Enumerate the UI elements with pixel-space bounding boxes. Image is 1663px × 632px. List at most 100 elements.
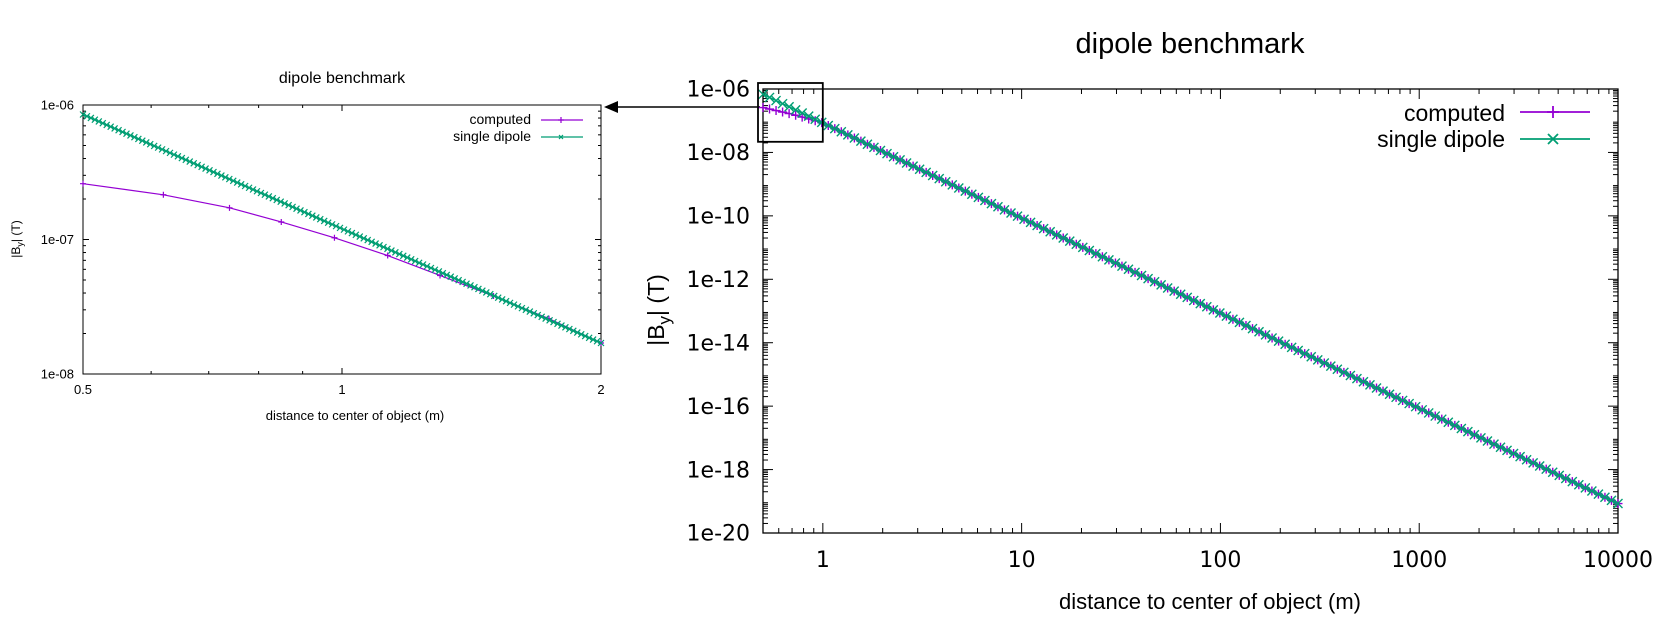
main-marker-single-dipole: [1267, 332, 1278, 343]
main-marker-single-dipole: [1593, 489, 1604, 500]
inset-marker-single-dipole: [344, 227, 352, 235]
main-marker-single-dipole: [1528, 457, 1539, 468]
inset-marker-single-dipole: [482, 288, 490, 296]
main-marker-single-dipole: [1371, 382, 1382, 393]
inset-marker-single-dipole: [332, 222, 340, 230]
inset-marker-single-dipole: [486, 290, 494, 298]
main-marker-single-dipole: [882, 148, 893, 159]
inset-marker-single-dipole: [154, 144, 162, 152]
main-marker-single-dipole: [1358, 376, 1369, 387]
inset-marker-computed: [160, 191, 167, 198]
main-title: dipole benchmark: [1076, 28, 1305, 60]
main-x-tick-label: 10: [1008, 548, 1036, 573]
main-marker-single-dipole: [1306, 351, 1317, 362]
main-y-tick-label: 1e-14: [687, 331, 750, 356]
main-marker-single-dipole: [875, 145, 886, 156]
inset-marker-single-dipole: [514, 302, 522, 310]
main-marker-single-dipole: [1149, 276, 1160, 287]
inset-marker-single-dipole: [419, 261, 427, 268]
main-marker-single-dipole: [1077, 242, 1088, 253]
inset-title: dipole benchmark: [279, 70, 406, 87]
inset-marker-single-dipole: [257, 189, 265, 197]
inset-y-tick-label: 1e-08: [41, 367, 74, 382]
inset-legend-marker-computed: [558, 117, 564, 123]
main-marker-single-dipole: [1338, 367, 1349, 378]
main-marker-single-dipole: [1469, 429, 1480, 440]
main-marker-single-dipole: [1547, 467, 1558, 478]
main-marker-single-dipole: [1038, 223, 1049, 234]
inset-marker-single-dipole: [431, 266, 439, 274]
main-marker-single-dipole: [1169, 286, 1180, 297]
inset-legend-label-single-dipole: single dipole: [453, 128, 531, 144]
inset-marker-single-dipole: [364, 236, 372, 244]
main-marker-computed: [797, 112, 807, 122]
main-y-axis-label: |By| (T): [643, 274, 674, 346]
inset-marker-single-dipole: [391, 248, 399, 256]
inset-marker-single-dipole: [427, 264, 435, 272]
main-marker-single-dipole: [1495, 442, 1506, 453]
main-marker-single-dipole: [1449, 420, 1460, 431]
main-marker-single-dipole: [979, 195, 990, 206]
main-marker-single-dipole: [1182, 292, 1193, 303]
inset-marker-single-dipole: [522, 306, 530, 314]
main-marker-single-dipole: [1188, 295, 1199, 306]
inset-x-axis-label: distance to center of object (m): [266, 408, 444, 423]
inset-marker-single-dipole: [407, 255, 415, 263]
main-marker-single-dipole: [1110, 258, 1121, 268]
main-marker-single-dipole: [1325, 361, 1336, 372]
main-marker-single-dipole: [1254, 326, 1265, 337]
main-marker-single-dipole: [1240, 320, 1251, 331]
main-marker-computed: [765, 104, 775, 114]
inset-marker-single-dipole: [130, 133, 138, 141]
inset-marker-single-dipole: [399, 252, 407, 260]
main-x-tick-label: 10000: [1583, 548, 1653, 573]
inset-marker-single-dipole: [134, 135, 142, 143]
inset-y-axis-label: |By| (T): [9, 220, 25, 257]
inset-marker-single-dipole: [285, 201, 293, 209]
main-marker-single-dipole: [1443, 417, 1454, 428]
inset-marker-single-dipole: [550, 318, 557, 326]
inset-marker-single-dipole: [83, 112, 91, 120]
main-marker-single-dipole: [1417, 404, 1428, 415]
inset-marker-single-dipole: [435, 268, 443, 275]
inset-x-tick-label: 2: [597, 382, 604, 397]
main-marker-single-dipole: [1116, 261, 1127, 272]
main-marker-single-dipole: [1195, 298, 1206, 309]
inset-marker-single-dipole: [190, 159, 198, 167]
inset-marker-single-dipole: [107, 123, 115, 131]
main-marker-single-dipole: [1234, 317, 1245, 328]
inset-marker-single-dipole: [395, 250, 403, 258]
inset-marker-single-dipole: [249, 186, 257, 193]
main-marker-single-dipole: [771, 95, 782, 106]
main-marker-single-dipole: [1345, 370, 1356, 381]
inset-marker-single-dipole: [241, 182, 249, 190]
inset-marker-single-dipole: [348, 229, 356, 237]
inset-marker-single-dipole: [569, 327, 577, 335]
main-marker-single-dipole: [1103, 254, 1114, 265]
inset-marker-single-dipole: [103, 121, 111, 129]
main-marker-single-dipole: [914, 164, 925, 175]
main-marker-single-dipole: [1051, 229, 1062, 240]
main-marker-computed: [778, 107, 788, 117]
main-marker-single-dipole: [908, 161, 919, 172]
inset-marker-single-dipole: [474, 285, 482, 293]
main-marker-single-dipole: [1475, 432, 1486, 443]
inset-marker-single-dipole: [127, 132, 134, 139]
main-marker-single-dipole: [758, 89, 768, 100]
main-marker-single-dipole: [934, 173, 945, 184]
inset-marker-computed: [80, 180, 86, 187]
main-legend-marker-computed: [1547, 106, 1559, 118]
inset-marker-single-dipole: [589, 336, 597, 343]
inset-marker-single-dipole: [115, 126, 123, 134]
main-legend-label-computed: computed: [1404, 100, 1505, 126]
main-marker-single-dipole: [895, 154, 906, 165]
main-x-tick-label: 100: [1199, 548, 1241, 573]
inset-marker-single-dipole: [194, 161, 202, 169]
inset-marker-single-dipole: [150, 142, 158, 150]
inset-marker-single-dipole: [265, 193, 273, 200]
inset-marker-single-dipole: [87, 114, 95, 122]
inset-marker-single-dipole: [494, 294, 502, 302]
inset-marker-single-dipole: [166, 149, 174, 157]
inset-marker-single-dipole: [261, 191, 269, 199]
